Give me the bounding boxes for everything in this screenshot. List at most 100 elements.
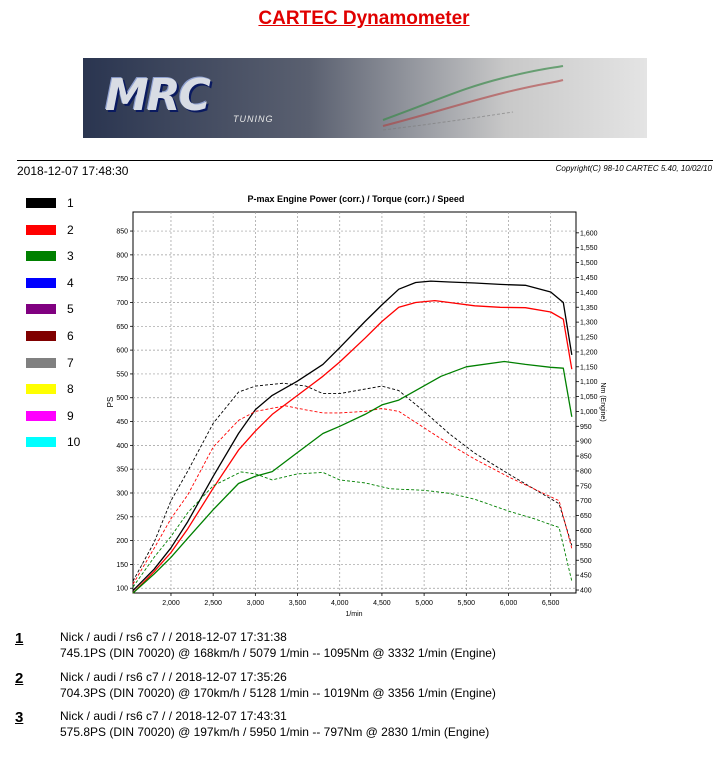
series-1-torque-line	[132, 382, 573, 582]
y2-tick-label: 650	[580, 513, 592, 520]
legend-swatch	[26, 198, 56, 208]
y2-tick-label: 950	[580, 424, 592, 431]
legend-item: 5	[26, 302, 116, 318]
y-tick-label: 600	[116, 348, 128, 355]
run-number: 1	[15, 630, 24, 647]
y-tick-label: 350	[116, 467, 128, 474]
series-3-torque-line	[132, 471, 573, 588]
y2-tick-label: 500	[580, 558, 592, 565]
series-1-power-line	[132, 280, 573, 592]
y2-axis-ticks: 400 450 500 550 600 650 700 750 800 850 900 950 1,00…	[576, 230, 598, 595]
mrc-logo: MRC	[105, 70, 211, 121]
y-axis-label: PS	[106, 397, 115, 408]
legend-label: 1	[67, 196, 74, 210]
legend-item: 8	[26, 382, 116, 398]
legend-swatch	[26, 437, 56, 448]
legend-label: 10	[67, 435, 81, 450]
legend-item: 4	[26, 276, 116, 292]
legend-swatch	[26, 331, 56, 341]
y-tick-label: 100	[116, 586, 128, 593]
legend-item: 1	[26, 196, 116, 212]
x-tick-label: 3,000	[247, 600, 265, 607]
report-date: 2018-12-07 17:48:30	[17, 164, 129, 178]
legend-swatch	[26, 224, 56, 235]
legend-swatch	[26, 384, 56, 395]
legend-label: 5	[67, 302, 74, 317]
x-tick-label: 5,000	[415, 600, 433, 607]
legend-label: 8	[67, 382, 74, 397]
run-info: Nick / audi / rs6 c7 / / 2018-12-07 17:3…	[60, 669, 287, 684]
copyright-text: Copyright(C) 98-10 CARTEC 5.40, 10/02/10	[555, 164, 712, 173]
y-tick-label: 750	[116, 276, 128, 283]
y-tick-label: 150	[116, 562, 128, 569]
x-tick-label: 4,500	[373, 600, 391, 607]
x-tick-label: 4,000	[331, 600, 349, 607]
y2-tick-label: 1,050	[580, 394, 598, 401]
y-tick-label: 850	[116, 229, 128, 236]
y2-tick-label: 1,000	[580, 409, 598, 416]
y2-tick-label: 1,500	[580, 260, 598, 267]
legend-item: 7	[26, 356, 116, 372]
legend-label: 2	[67, 222, 74, 237]
grid	[133, 212, 576, 593]
page-title: CARTEC Dynamometer	[258, 8, 470, 29]
y2-tick-label: 600	[580, 528, 592, 535]
y2-tick-label: 700	[580, 498, 592, 505]
legend-label: 4	[67, 275, 74, 290]
run-entry: 3 Nick / audi / rs6 c7 / / 2018-12-07 17:…	[15, 707, 715, 747]
run-result: 745.1PS (DIN 70020) @ 168km/h / 5079 1/m…	[60, 646, 496, 660]
series-3-power-line	[132, 360, 573, 594]
y2-tick-label: 1,200	[580, 349, 598, 356]
run-info: Nick / audi / rs6 c7 / / 2018-12-07 17:4…	[60, 709, 287, 723]
y-tick-label: 800	[116, 252, 128, 259]
run-entry: 2 Nick / audi / rs6 c7 / / 2018-12-07 17:…	[15, 668, 715, 708]
series-lines	[132, 280, 573, 594]
y2-tick-label: 450	[580, 573, 592, 580]
y2-tick-label: 1,100	[580, 379, 598, 386]
legend-label: 6	[67, 329, 74, 343]
y-tick-label: 450	[116, 419, 128, 426]
y2-axis-label: Nm (Engine)	[599, 382, 606, 421]
y2-tick-label: 900	[580, 439, 592, 446]
legend-item: 10	[26, 435, 116, 451]
y2-tick-label: 550	[580, 543, 592, 550]
legend-label: 3	[67, 249, 74, 264]
y2-tick-label: 1,250	[580, 335, 598, 342]
legend-item: 2	[26, 223, 116, 239]
legend-label: 7	[67, 355, 74, 370]
x-tick-label: 2,000	[162, 600, 180, 607]
y2-tick-label: 850	[580, 454, 592, 461]
x-tick-label: 3,500	[289, 600, 307, 607]
y-tick-label: 200	[116, 538, 128, 545]
legend-swatch	[26, 251, 56, 262]
x-axis-ticks: 2,000 2,500 3,000 3,500 4,000 4,500 5,000 5,500…	[162, 593, 560, 607]
banner-decoration	[382, 65, 564, 131]
mrc-logo-subtitle: TUNING	[233, 114, 274, 124]
y-tick-label: 650	[116, 324, 128, 331]
y2-tick-label: 1,150	[580, 364, 598, 371]
run-result: 575.8PS (DIN 70020) @ 197km/h / 5950 1/m…	[60, 725, 490, 739]
x-tick-label: 6,500	[542, 600, 560, 607]
run-number: 2	[15, 669, 24, 687]
legend-swatch	[26, 410, 56, 421]
plot-frame	[132, 211, 577, 594]
x-axis-label: 1/min	[345, 611, 362, 618]
y-tick-label: 300	[116, 490, 128, 497]
chart-title: P-max Engine Power (corr.) / Torque (cor…	[248, 194, 465, 204]
run-number: 3	[15, 709, 24, 726]
legend-swatch	[26, 357, 56, 368]
y-tick-label: 550	[116, 371, 128, 378]
y2-tick-label: 800	[580, 468, 592, 475]
y2-tick-label: 750	[580, 483, 592, 490]
x-tick-label: 2,500	[204, 600, 222, 607]
y2-tick-label: 1,550	[580, 245, 598, 252]
y2-tick-label: 1,350	[580, 305, 598, 312]
run-entry: 1 Nick / audi / rs6 c7 / / 2018-12-07 17:…	[15, 628, 715, 668]
y-tick-label: 250	[116, 514, 128, 521]
run-result: 704.3PS (DIN 70020) @ 170km/h / 5128 1/m…	[60, 685, 496, 700]
y2-tick-label: 1,600	[580, 230, 598, 237]
legend-item: 9	[26, 409, 116, 425]
legend-item: 3	[26, 249, 116, 265]
y2-tick-label: 1,300	[580, 320, 598, 327]
